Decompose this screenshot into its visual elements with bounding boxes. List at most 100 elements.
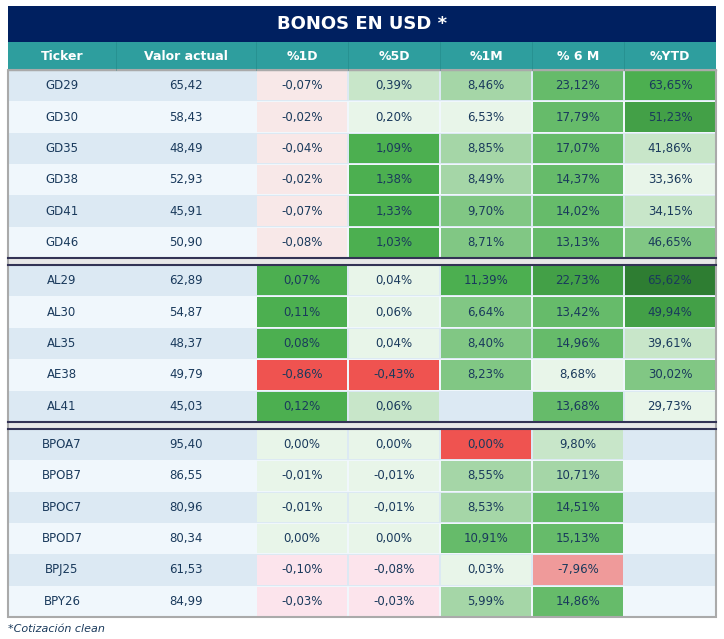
Bar bbox=[441, 196, 531, 226]
Text: 30,02%: 30,02% bbox=[648, 368, 692, 381]
Text: -0,08%: -0,08% bbox=[282, 236, 323, 249]
Bar bbox=[625, 360, 715, 390]
Bar bbox=[8, 42, 716, 70]
Bar bbox=[533, 524, 623, 553]
Text: 29,73%: 29,73% bbox=[648, 400, 692, 413]
Text: 1,38%: 1,38% bbox=[376, 173, 413, 186]
Bar bbox=[625, 71, 715, 100]
Text: 8,53%: 8,53% bbox=[468, 501, 505, 514]
Text: BPOA7: BPOA7 bbox=[42, 438, 82, 451]
Bar bbox=[349, 587, 439, 616]
Text: -0,86%: -0,86% bbox=[281, 368, 323, 381]
Bar bbox=[533, 227, 623, 257]
Bar bbox=[8, 296, 716, 328]
Bar bbox=[441, 266, 531, 295]
Text: Valor actual: Valor actual bbox=[144, 49, 228, 63]
Text: 9,70%: 9,70% bbox=[468, 204, 505, 218]
Text: GD38: GD38 bbox=[46, 173, 78, 186]
Bar bbox=[257, 555, 347, 585]
Text: %1M: %1M bbox=[469, 49, 502, 63]
Bar bbox=[441, 227, 531, 257]
Text: -0,08%: -0,08% bbox=[374, 564, 415, 576]
Text: 49,79: 49,79 bbox=[169, 368, 203, 381]
Bar bbox=[8, 491, 716, 523]
Text: -0,02%: -0,02% bbox=[281, 173, 323, 186]
Text: -0,03%: -0,03% bbox=[282, 595, 323, 608]
Bar bbox=[349, 329, 439, 358]
Text: 14,51%: 14,51% bbox=[555, 501, 600, 514]
Bar bbox=[257, 134, 347, 163]
Bar bbox=[8, 422, 716, 429]
Bar bbox=[533, 392, 623, 421]
Text: 54,87: 54,87 bbox=[169, 305, 203, 319]
Text: GD41: GD41 bbox=[46, 204, 79, 218]
Text: 80,34: 80,34 bbox=[169, 532, 203, 545]
Bar bbox=[625, 196, 715, 226]
Bar bbox=[625, 134, 715, 163]
Bar bbox=[441, 71, 531, 100]
Bar bbox=[257, 524, 347, 553]
Bar bbox=[625, 165, 715, 194]
Bar bbox=[349, 360, 439, 390]
Text: -0,10%: -0,10% bbox=[281, 564, 323, 576]
Text: 0,12%: 0,12% bbox=[283, 400, 321, 413]
Text: 14,02%: 14,02% bbox=[555, 204, 600, 218]
Bar bbox=[533, 102, 623, 132]
Bar bbox=[257, 392, 347, 421]
Bar bbox=[257, 329, 347, 358]
Text: 0,00%: 0,00% bbox=[376, 532, 413, 545]
Bar bbox=[533, 461, 623, 491]
Text: 8,46%: 8,46% bbox=[468, 79, 505, 92]
Bar bbox=[349, 165, 439, 194]
Text: 45,91: 45,91 bbox=[169, 204, 203, 218]
Bar bbox=[257, 430, 347, 459]
Text: -0,03%: -0,03% bbox=[374, 595, 415, 608]
Bar bbox=[349, 71, 439, 100]
Bar bbox=[533, 165, 623, 194]
Bar bbox=[533, 266, 623, 295]
Text: 0,04%: 0,04% bbox=[376, 337, 413, 350]
Text: BPY26: BPY26 bbox=[43, 595, 80, 608]
Bar bbox=[349, 196, 439, 226]
Bar bbox=[349, 102, 439, 132]
Text: -0,01%: -0,01% bbox=[281, 501, 323, 514]
Text: 6,64%: 6,64% bbox=[467, 305, 505, 319]
Text: -0,07%: -0,07% bbox=[281, 79, 323, 92]
Text: 8,71%: 8,71% bbox=[468, 236, 505, 249]
Text: %5D: %5D bbox=[378, 49, 410, 63]
Text: 8,85%: 8,85% bbox=[468, 142, 505, 155]
Text: 17,79%: 17,79% bbox=[555, 111, 600, 123]
Bar bbox=[533, 298, 623, 327]
Bar bbox=[441, 360, 531, 390]
Text: AL30: AL30 bbox=[47, 305, 77, 319]
Bar bbox=[625, 227, 715, 257]
Bar bbox=[8, 102, 716, 133]
Text: 15,13%: 15,13% bbox=[556, 532, 600, 545]
Bar bbox=[8, 133, 716, 164]
Text: BPOD7: BPOD7 bbox=[41, 532, 83, 545]
Text: 0,06%: 0,06% bbox=[376, 305, 413, 319]
Text: 52,93: 52,93 bbox=[169, 173, 203, 186]
Text: 0,00%: 0,00% bbox=[284, 438, 321, 451]
Text: GD30: GD30 bbox=[46, 111, 78, 123]
Bar bbox=[533, 360, 623, 390]
Text: 8,55%: 8,55% bbox=[468, 470, 505, 482]
Bar bbox=[8, 265, 716, 296]
Bar bbox=[257, 102, 347, 132]
Bar bbox=[257, 298, 347, 327]
Bar bbox=[349, 134, 439, 163]
Text: 95,40: 95,40 bbox=[169, 438, 203, 451]
Text: 49,94%: 49,94% bbox=[647, 305, 692, 319]
Text: AE38: AE38 bbox=[47, 368, 77, 381]
Bar bbox=[8, 359, 716, 390]
Text: GD46: GD46 bbox=[46, 236, 79, 249]
Text: 8,68%: 8,68% bbox=[560, 368, 597, 381]
Bar bbox=[349, 430, 439, 459]
Bar bbox=[8, 328, 716, 359]
Text: BPJ25: BPJ25 bbox=[46, 564, 79, 576]
Text: AL29: AL29 bbox=[47, 274, 77, 288]
Text: 80,96: 80,96 bbox=[169, 501, 203, 514]
Text: 48,49: 48,49 bbox=[169, 142, 203, 155]
Bar bbox=[441, 165, 531, 194]
Text: 34,15%: 34,15% bbox=[648, 204, 692, 218]
